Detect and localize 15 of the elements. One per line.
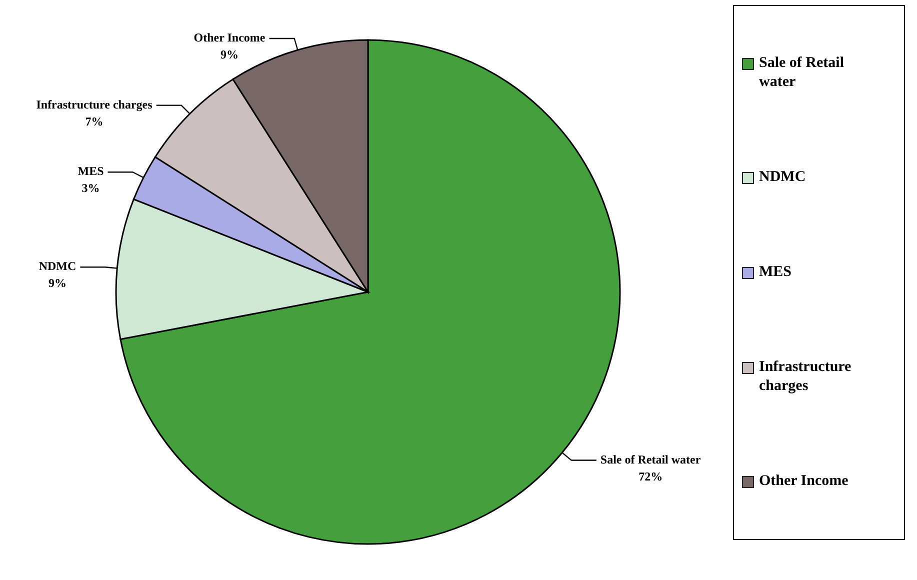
legend-label: Infrastructure charges: [759, 358, 852, 396]
legend-label: Other Income: [759, 472, 848, 491]
legend-label: Sale of Retail water: [759, 54, 845, 92]
data-label: 9%: [220, 47, 239, 62]
slice-label: Other Income: [194, 30, 266, 44]
legend-label: MES: [759, 263, 792, 282]
data-label: 3%: [82, 181, 100, 196]
slice-label: NDMC: [38, 259, 76, 274]
slice-label: MES: [78, 164, 104, 178]
data-label: 7%: [85, 114, 104, 128]
slice-label: Sale of Retail water: [600, 452, 702, 466]
legend-label: NDMC: [759, 168, 806, 187]
data-label: 72%: [638, 469, 663, 484]
data-label: 9%: [48, 276, 67, 290]
slice-label: Infrastructure charges: [36, 97, 153, 112]
